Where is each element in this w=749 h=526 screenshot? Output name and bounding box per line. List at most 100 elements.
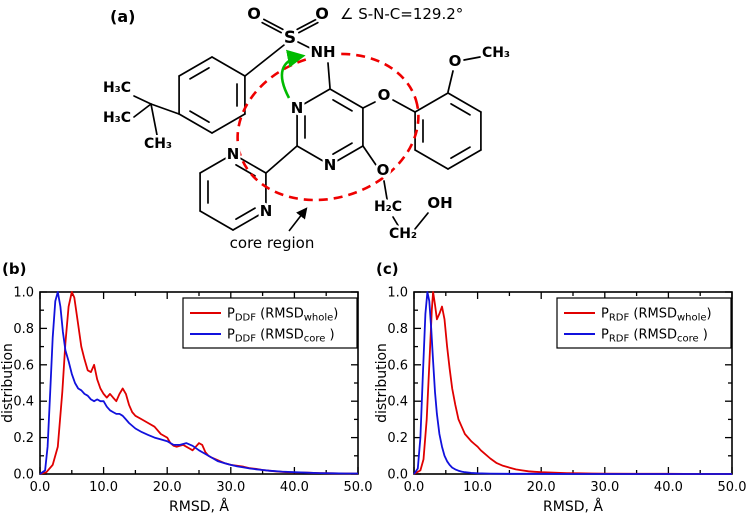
x-tick-label: 10.0 <box>89 480 118 495</box>
ring-bond <box>211 113 246 134</box>
atom-label: H₃C <box>103 110 131 126</box>
core-region-pointer-arrow <box>288 207 308 232</box>
molecule-panel: (a) ∠ S-N-C=129.2° core region SO ONHNNNN… <box>100 2 512 253</box>
y-tick-label: 0.2 <box>387 431 408 446</box>
bond <box>297 41 311 49</box>
ring-bond <box>447 149 482 170</box>
y-tick-label: 0.8 <box>387 322 408 337</box>
bond <box>392 216 400 228</box>
x-axis-title-c: RMSD, Å <box>543 498 603 515</box>
angle-annotation: ∠ S-N-C=129.2° <box>340 5 463 23</box>
ring-bond <box>414 149 449 170</box>
ring-bond <box>199 210 234 231</box>
y-tick-label: 1.0 <box>387 286 408 301</box>
x-tick-label: 30.0 <box>216 480 245 495</box>
bond <box>133 95 152 105</box>
ring-double-bond <box>235 207 256 220</box>
ring-bond <box>296 88 331 109</box>
legend-label: PRDF (RMSDwhole) <box>601 307 712 324</box>
atom-label: N <box>227 145 240 163</box>
x-tick-label: 40.0 <box>280 480 309 495</box>
bond <box>265 145 298 174</box>
atom-label: CH₃ <box>482 45 510 61</box>
atom-label: NH <box>310 43 335 61</box>
y-tick-label: 0.2 <box>13 431 34 446</box>
y-tick-label: 0.4 <box>13 395 34 410</box>
bond <box>362 145 377 166</box>
series-PRDF-RMSD-core <box>413 291 732 475</box>
atom-label: OH <box>427 194 452 212</box>
plot-area-c: 0.0 10.0 20.0 30.0 40.0 50.0 0.0 0.2 0.4 0.6 0.8 1.… <box>387 286 746 496</box>
legend-label: PDDF (RMSDcore ) <box>227 328 335 345</box>
legend-label: PRDF (RMSDcore ) <box>601 328 708 345</box>
core-region-ellipse <box>236 52 420 202</box>
y-tick-label: 0.4 <box>387 395 408 410</box>
ring-double-bond <box>450 103 471 116</box>
bond <box>447 70 454 93</box>
bond <box>392 99 416 113</box>
ring-double-bond <box>332 142 353 155</box>
y-tick-label: 0.0 <box>387 468 408 483</box>
ring-bond <box>414 92 449 113</box>
ring-double-bond <box>189 67 210 80</box>
ring-double-bond <box>189 110 210 123</box>
legend-box <box>556 297 732 349</box>
x-tick-label: 0.0 <box>30 480 51 495</box>
charts-row: (b) RMSD, Å distribution 0.0 10.0 20.0 30.0… <box>0 258 749 526</box>
ring-bond <box>211 56 246 77</box>
ring-bond <box>199 153 234 174</box>
bond <box>327 62 331 89</box>
bond <box>463 56 481 61</box>
ring-bond <box>447 92 482 113</box>
ring-bond <box>232 153 267 174</box>
ring-bond <box>178 56 213 77</box>
x-tick-label: 20.0 <box>527 480 556 495</box>
ring-bond <box>329 88 364 109</box>
ring-double-bond <box>332 99 353 112</box>
chart-c: (c) RMSD, Å distribution 0.0 10.0 20.0 30.0… <box>374 260 746 515</box>
atom-label: H₂C <box>374 199 402 215</box>
ring-bond <box>232 210 267 231</box>
atom-label: O <box>315 4 329 23</box>
atom-label: N <box>291 99 304 117</box>
y-axis-title-c: distribution <box>374 343 390 423</box>
y-tick-label: 0.8 <box>13 322 34 337</box>
x-tick-label: 40.0 <box>654 480 683 495</box>
ring-bond <box>178 113 213 134</box>
bond <box>150 103 158 136</box>
x-tick-label: 30.0 <box>590 480 619 495</box>
atom-label: O <box>378 86 391 104</box>
atom-label: H₃C <box>103 80 131 96</box>
atom-label: O <box>247 4 261 23</box>
series-PDDF-RMSD-core <box>39 291 358 475</box>
atom-label: N <box>324 156 337 174</box>
chart-b: (b) RMSD, Å distribution 0.0 10.0 20.0 30.0… <box>0 260 372 515</box>
x-tick-label: 20.0 <box>153 480 182 495</box>
core-region-label: core region <box>230 234 315 252</box>
x-axis-title-b: RMSD, Å <box>169 498 229 515</box>
panel-c-label: (c) <box>376 260 399 278</box>
double-bond <box>297 21 319 34</box>
y-tick-label: 0.6 <box>13 358 34 373</box>
atom-label: O <box>377 161 390 179</box>
double-bond <box>296 18 318 31</box>
double-bond <box>261 21 283 34</box>
bond-rotation-arrow <box>280 49 306 99</box>
bond <box>414 212 429 230</box>
bond <box>133 103 152 118</box>
panel-a-label: (a) <box>110 7 135 26</box>
plot-area-b: 0.0 10.0 20.0 30.0 40.0 50.0 0.0 0.2 0.4 0.6 0.8 1.… <box>13 286 372 496</box>
ring-bond <box>296 145 331 166</box>
y-tick-label: 0.0 <box>13 468 34 483</box>
bond <box>150 103 180 115</box>
bond <box>383 180 388 200</box>
y-axis-title-b: distribution <box>0 343 16 423</box>
legend-label: PDDF (RMSDwhole) <box>227 307 338 324</box>
ring-bond <box>329 145 364 166</box>
x-tick-label: 50.0 <box>344 480 373 495</box>
double-bond <box>262 18 284 31</box>
ring-double-bond <box>450 146 471 159</box>
bond <box>362 101 376 109</box>
atom-label: CH₂ <box>389 226 417 242</box>
